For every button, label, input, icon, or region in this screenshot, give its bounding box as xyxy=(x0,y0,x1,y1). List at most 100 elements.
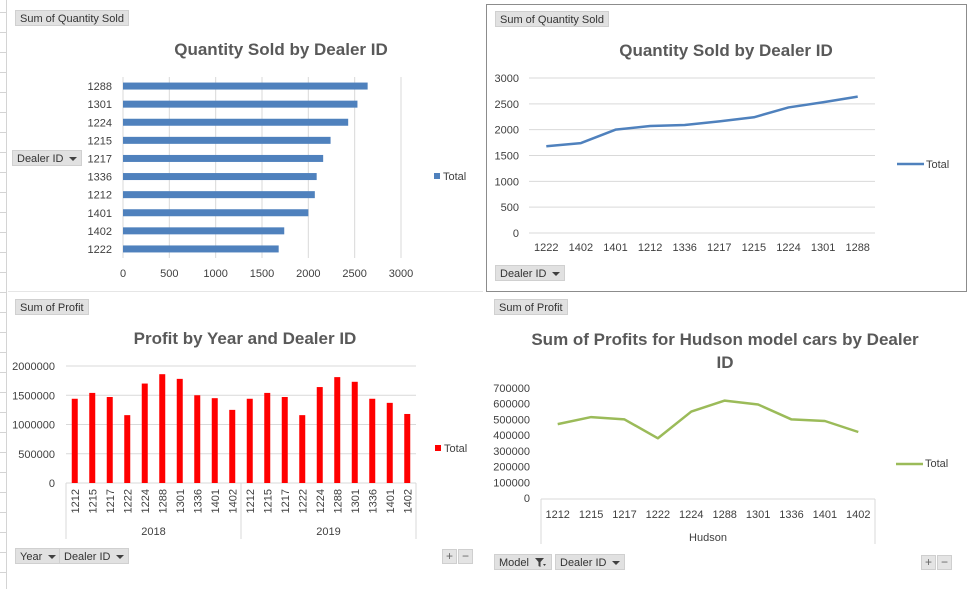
chevron-down-icon xyxy=(116,555,125,560)
collapse-button[interactable]: − xyxy=(937,555,952,570)
x-tick-label: 1217 xyxy=(280,489,292,513)
bar xyxy=(89,392,96,483)
x-tick-label: 1217 xyxy=(105,489,117,513)
expand-button[interactable]: + xyxy=(442,549,457,564)
x-tick-label: 1402 xyxy=(402,489,414,513)
expand-button[interactable]: + xyxy=(921,555,936,570)
y-tick-label: 1000000 xyxy=(12,420,55,432)
y-tick-label: 600000 xyxy=(493,399,530,411)
group-label: Hudson xyxy=(689,532,727,544)
x-tick-label: 1224 xyxy=(679,509,703,521)
field-button-sum-quantity[interactable]: Sum of Quantity Sold xyxy=(15,10,129,26)
x-tick-label: 1215 xyxy=(579,509,603,521)
y-tick-label: 2500 xyxy=(495,99,519,111)
x-tick-label: 1288 xyxy=(845,242,869,254)
bar xyxy=(386,402,393,483)
chart-hudson-line[interactable]: Sum of Profit Model Dealer ID + − Sum of… xyxy=(486,294,965,574)
bar xyxy=(123,245,279,253)
y-tick-label: 500000 xyxy=(493,414,530,426)
x-tick-label: 1224 xyxy=(776,242,800,254)
x-tick-label: 1212 xyxy=(70,489,82,513)
x-tick-label: 3000 xyxy=(389,268,413,280)
y-tick-label: 1500 xyxy=(495,151,519,163)
y-tick-label: 1212 xyxy=(88,190,112,202)
bar xyxy=(124,415,131,483)
row-field-dealer-id[interactable]: Dealer ID xyxy=(555,554,626,570)
x-tick-label: 1288 xyxy=(712,509,736,521)
y-tick-label: 0 xyxy=(513,228,519,240)
chart-profit-bar[interactable]: Sum of Profit Year Dealer ID + − Profit … xyxy=(8,294,483,574)
x-tick-label: 1301 xyxy=(350,489,362,513)
chevron-down-icon xyxy=(48,555,57,560)
x-tick-label: 2000 xyxy=(296,268,320,280)
field-button-sum-profit[interactable]: Sum of Profit xyxy=(494,299,568,315)
x-tick-label: 1401 xyxy=(603,242,627,254)
row-field-label: Model xyxy=(499,557,529,569)
x-tick-label: 1336 xyxy=(779,509,803,521)
y-tick-label: 200000 xyxy=(493,462,530,474)
chart-quantity-bar[interactable]: Sum of Quantity Sold Dealer ID Quantity … xyxy=(8,4,483,290)
bar xyxy=(351,381,358,483)
legend-label: Total xyxy=(444,443,467,455)
y-tick-label: 1402 xyxy=(88,226,112,238)
x-tick-label: 1500 xyxy=(250,268,274,280)
y-tick-label: 1217 xyxy=(88,153,112,165)
y-tick-label: 3000 xyxy=(495,73,519,85)
x-tick-label: 1217 xyxy=(707,242,731,254)
x-tick-label: 1215 xyxy=(262,489,274,513)
group-label: 2019 xyxy=(316,526,340,538)
x-tick-label: 1224 xyxy=(140,489,152,513)
x-tick-label: 1401 xyxy=(813,509,837,521)
bar xyxy=(211,398,218,483)
bar xyxy=(123,173,317,181)
chart-title: Quantity Sold by Dealer ID xyxy=(619,41,833,60)
y-tick-label: 1500000 xyxy=(12,390,55,402)
row-field-dealer-id[interactable]: Dealer ID xyxy=(495,265,566,281)
y-tick-label: 700000 xyxy=(493,383,530,395)
row-field-label: Dealer ID xyxy=(64,551,111,563)
x-tick-label: 2500 xyxy=(342,268,366,280)
y-tick-label: 2000 xyxy=(495,125,519,137)
chart-plot-area: Quantity Sold by Dealer ID 0 500 1000 1500 20… xyxy=(495,41,950,254)
bar xyxy=(123,154,324,162)
row-field-dealer-id[interactable]: Dealer ID xyxy=(12,150,83,166)
x-tick-label: 1401 xyxy=(385,489,397,513)
chart-title: ID xyxy=(717,353,734,372)
bar xyxy=(369,398,376,483)
x-tick-label: 1222 xyxy=(122,489,134,513)
y-tick-label: 0 xyxy=(49,478,55,490)
row-field-label: Dealer ID xyxy=(17,153,64,165)
bar xyxy=(159,374,166,483)
collapse-button[interactable]: − xyxy=(458,549,473,564)
chart-quantity-line[interactable]: Sum of Quantity Sold Dealer ID Quantity … xyxy=(486,4,967,292)
y-tick-label: 1336 xyxy=(88,172,112,184)
y-tick-label: 400000 xyxy=(493,430,530,442)
bar xyxy=(123,227,285,235)
bar xyxy=(106,397,113,483)
row-field-dealer-id[interactable]: Dealer ID xyxy=(59,548,130,564)
field-button-sum-quantity[interactable]: Sum of Quantity Sold xyxy=(495,11,609,27)
bar xyxy=(123,82,368,90)
y-tick-label: 1215 xyxy=(88,135,112,147)
row-field-model[interactable]: Model xyxy=(494,554,553,570)
x-tick-label: 1215 xyxy=(87,489,99,513)
row-field-year[interactable]: Year xyxy=(15,548,62,564)
y-tick-label: 0 xyxy=(524,493,530,505)
bar xyxy=(123,118,349,126)
chevron-down-icon xyxy=(552,272,561,277)
bar xyxy=(299,415,306,483)
y-tick-label: 1222 xyxy=(88,244,112,256)
bar xyxy=(264,392,271,483)
x-tick-label: 1222 xyxy=(646,509,670,521)
x-tick-label: 1217 xyxy=(612,509,636,521)
row-field-label: Dealer ID xyxy=(500,268,547,280)
y-tick-label: 100000 xyxy=(493,477,530,489)
field-button-sum-profit[interactable]: Sum of Profit xyxy=(15,299,89,315)
legend-label: Total xyxy=(443,171,466,183)
x-tick-label: 1402 xyxy=(569,242,593,254)
legend-label: Total xyxy=(926,159,949,171)
x-tick-label: 0 xyxy=(120,268,126,280)
x-tick-label: 1212 xyxy=(245,489,257,513)
x-tick-label: 1336 xyxy=(192,489,204,513)
x-tick-label: 1301 xyxy=(746,509,770,521)
